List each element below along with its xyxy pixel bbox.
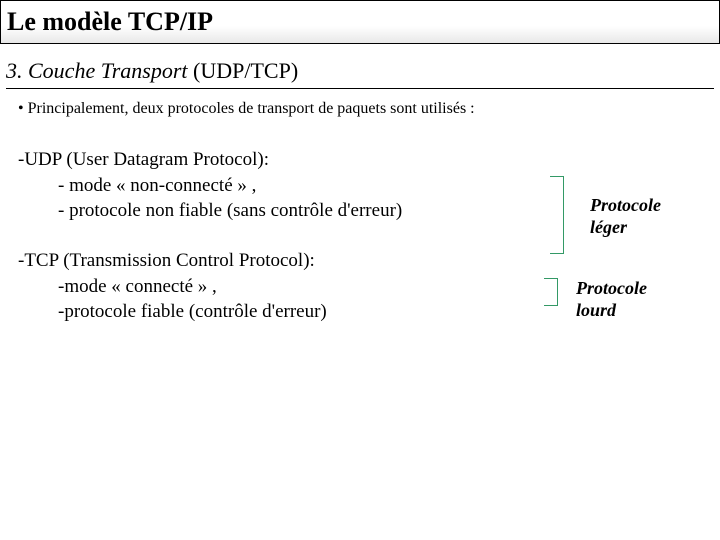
title-bar: Le modèle TCP/IP (0, 0, 720, 44)
annot2-l1: Protocole (576, 278, 647, 298)
bracket-top (544, 278, 558, 279)
annotation-udp: Protocole léger (590, 195, 661, 238)
bracket-mid (563, 176, 564, 254)
section-subtitle: 3. Couche Transport (UDP/TCP) (6, 58, 720, 84)
bracket-udp (550, 176, 564, 254)
udp-header: -UDP (User Datagram Protocol): (18, 147, 720, 173)
bracket-top (550, 176, 564, 177)
annot1-l1: Protocole (590, 195, 661, 215)
bracket-bottom (544, 305, 558, 306)
tcp-header: -TCP (Transmission Control Protocol): (18, 248, 720, 274)
bracket-bottom (550, 253, 564, 254)
annotation-tcp: Protocole lourd (576, 278, 647, 321)
subtitle-underline (6, 88, 714, 89)
annot1-l2: léger (590, 217, 627, 237)
bracket-tcp (544, 278, 558, 306)
annot2-l2: lourd (576, 300, 616, 320)
intro-text: • Principalement, deux protocoles de tra… (18, 99, 538, 119)
subtitle-italic: 3. Couche Transport (6, 58, 188, 83)
bracket-mid (557, 278, 558, 306)
subtitle-rest: (UDP/TCP) (188, 58, 299, 83)
page-title: Le modèle TCP/IP (7, 7, 213, 37)
